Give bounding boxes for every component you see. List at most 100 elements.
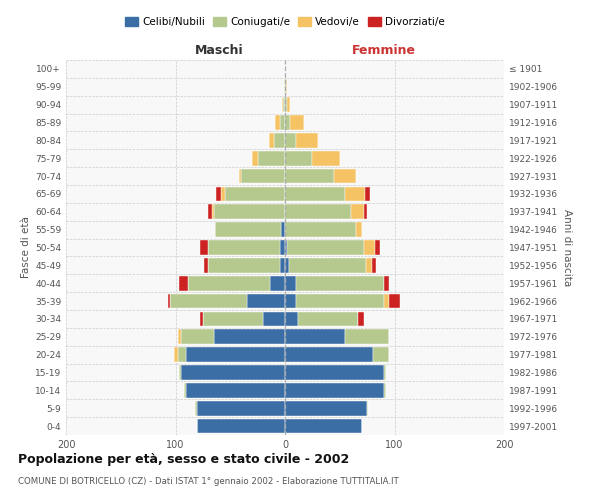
Bar — [285, 258, 289, 272]
Bar — [168, 294, 170, 308]
Bar — [356, 222, 362, 237]
Bar — [284, 80, 285, 94]
Bar — [181, 365, 285, 380]
Bar — [383, 276, 389, 290]
Bar — [170, 294, 247, 308]
Bar — [241, 168, 285, 184]
Bar — [247, 294, 285, 308]
Bar — [358, 312, 364, 326]
Bar — [179, 365, 181, 380]
Bar — [285, 98, 287, 112]
Bar — [285, 204, 350, 219]
Bar — [373, 348, 389, 362]
Bar — [289, 258, 366, 272]
Bar — [269, 276, 285, 290]
Bar — [334, 168, 356, 184]
Text: Maschi: Maschi — [195, 44, 244, 58]
Bar — [225, 186, 285, 201]
Bar — [208, 204, 212, 219]
Bar — [214, 204, 285, 219]
Bar — [195, 401, 197, 415]
Bar — [200, 240, 208, 255]
Bar — [257, 151, 285, 166]
Bar — [285, 240, 287, 255]
Bar — [197, 401, 285, 415]
Y-axis label: Anni di nascita: Anni di nascita — [562, 209, 572, 286]
Bar — [364, 204, 367, 219]
Bar — [269, 133, 274, 148]
Bar — [366, 258, 371, 272]
Bar — [187, 383, 285, 398]
Bar — [181, 330, 214, 344]
Bar — [285, 294, 296, 308]
Bar — [214, 330, 285, 344]
Text: Popolazione per età, sesso e stato civile - 2002: Popolazione per età, sesso e stato civil… — [18, 452, 349, 466]
Bar — [188, 276, 269, 290]
Bar — [290, 115, 304, 130]
Bar — [345, 330, 389, 344]
Bar — [275, 115, 280, 130]
Bar — [215, 222, 281, 237]
Bar — [208, 258, 280, 272]
Y-axis label: Fasce di età: Fasce di età — [21, 216, 31, 278]
Bar — [285, 348, 373, 362]
Bar — [282, 98, 283, 112]
Bar — [285, 115, 290, 130]
Bar — [212, 204, 214, 219]
Bar — [178, 330, 181, 344]
Bar — [285, 419, 362, 434]
Bar — [200, 312, 203, 326]
Bar — [203, 312, 263, 326]
Bar — [216, 186, 221, 201]
Text: Femmine: Femmine — [352, 44, 416, 58]
Bar — [285, 276, 296, 290]
Bar — [296, 133, 318, 148]
Bar — [287, 240, 364, 255]
Bar — [286, 80, 287, 94]
Bar — [285, 222, 356, 237]
Bar — [285, 151, 313, 166]
Bar — [263, 312, 285, 326]
Bar — [274, 133, 285, 148]
Bar — [280, 115, 285, 130]
Bar — [179, 276, 188, 290]
Bar — [283, 98, 285, 112]
Bar — [178, 348, 187, 362]
Bar — [252, 151, 257, 166]
Bar — [285, 312, 298, 326]
Bar — [285, 168, 334, 184]
Bar — [285, 133, 296, 148]
Bar — [187, 348, 285, 362]
Bar — [313, 151, 340, 166]
Bar — [383, 383, 386, 398]
Bar — [285, 383, 383, 398]
Bar — [285, 330, 345, 344]
Bar — [285, 80, 286, 94]
Bar — [389, 294, 400, 308]
Bar — [285, 365, 383, 380]
Bar — [375, 240, 380, 255]
Text: COMUNE DI BOTRICELLO (CZ) - Dati ISTAT 1° gennaio 2002 - Elaborazione TUTTITALIA: COMUNE DI BOTRICELLO (CZ) - Dati ISTAT 1… — [18, 478, 399, 486]
Bar — [281, 222, 285, 237]
Legend: Celibi/Nubili, Coniugati/e, Vedovi/e, Divorziati/e: Celibi/Nubili, Coniugati/e, Vedovi/e, Di… — [121, 12, 449, 31]
Bar — [383, 294, 389, 308]
Bar — [365, 186, 370, 201]
Bar — [285, 401, 367, 415]
Bar — [364, 240, 375, 255]
Bar — [296, 294, 383, 308]
Bar — [345, 186, 365, 201]
Bar — [371, 258, 376, 272]
Bar — [367, 401, 368, 415]
Bar — [287, 98, 290, 112]
Bar — [197, 419, 285, 434]
Bar — [204, 258, 208, 272]
Bar — [175, 348, 178, 362]
Bar — [280, 258, 285, 272]
Bar — [221, 186, 225, 201]
Bar — [296, 276, 383, 290]
Bar — [383, 365, 386, 380]
Bar — [208, 240, 280, 255]
Bar — [298, 312, 358, 326]
Bar — [285, 186, 345, 201]
Bar — [280, 240, 285, 255]
